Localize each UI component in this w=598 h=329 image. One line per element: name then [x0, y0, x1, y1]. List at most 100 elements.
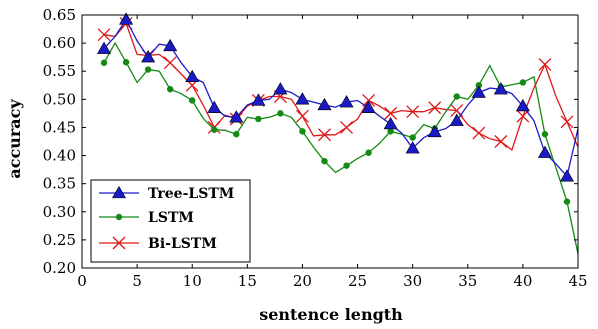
- data-point-lstm: [188, 97, 196, 104]
- y-tick-label: 0.65: [43, 6, 76, 24]
- data-point-bi-lstm: [97, 28, 111, 42]
- y-tick-label: 0.55: [43, 62, 76, 80]
- data-point-tree-lstm: [559, 169, 574, 182]
- data-point-bi-lstm: [163, 56, 177, 70]
- data-point-lstm: [122, 58, 130, 66]
- x-tick-label: 20: [293, 272, 312, 290]
- data-point-tree-lstm: [537, 145, 552, 158]
- axis-ticks: 0 5 10 15 20 25 30 35 40 45 0.20 0.25 0.30 0.35 0.40 0.…: [43, 6, 588, 290]
- data-point-bi-lstm: [428, 101, 442, 115]
- data-point-bi-lstm-stroke-b: [560, 115, 574, 129]
- data-point-lstm: [255, 115, 262, 123]
- data-point-lstm: [453, 93, 461, 100]
- data-point-tree-lstm: [339, 95, 354, 108]
- data-point-tree-lstm: [207, 100, 222, 113]
- data-point-tree-lstm: [185, 69, 200, 83]
- data-point-tree-lstm: [229, 110, 244, 123]
- data-point-tree-lstm: [295, 92, 310, 105]
- data-point-bi-lstm: [384, 106, 398, 120]
- legend-swatches: [99, 185, 139, 250]
- data-point-tree-lstm: [317, 97, 332, 111]
- series-line-tree-lstm: [103, 18, 579, 178]
- data-point-bi-lstm: [538, 58, 552, 71]
- legend-marker-bi-lstm-stroke-b: [112, 236, 126, 250]
- data-point-lstm: [519, 79, 527, 86]
- data-point-lstm: [100, 59, 108, 67]
- data-point-bi-lstm-stroke-b: [295, 109, 309, 123]
- data-point-lstm: [409, 134, 416, 141]
- data-point-bi-lstm-stroke-b: [163, 56, 177, 70]
- x-tick-label: 15: [238, 272, 257, 290]
- y-tick-label: 0.60: [43, 34, 76, 52]
- data-point-tree-lstm: [493, 82, 508, 95]
- data-point-bi-lstm: [494, 135, 508, 148]
- data-point-bi-lstm-stroke-b: [494, 135, 508, 148]
- data-point-lstm: [166, 85, 174, 93]
- data-point-tree-lstm: [405, 141, 420, 154]
- x-tick-label: 0: [77, 272, 87, 290]
- data-point-bi-lstm-stroke-b: [406, 105, 420, 119]
- data-point-lstm: [321, 157, 328, 165]
- x-tick-label: 5: [132, 272, 142, 290]
- legend-label-tree-lstm: Tree-LSTM: [148, 186, 234, 202]
- data-point-bi-lstm-stroke-b: [428, 101, 442, 115]
- data-point-bi-lstm-stroke-b: [450, 104, 464, 118]
- x-tick-label: 25: [348, 272, 367, 290]
- legend-marker-bi-lstm: [112, 236, 126, 250]
- series-bi-lstm: [97, 16, 579, 151]
- data-point-tree-lstm: [515, 98, 530, 112]
- data-point-lstm: [387, 128, 394, 135]
- series-line-bi-lstm: [103, 22, 579, 151]
- series-tree-lstm: [97, 12, 579, 182]
- data-point-tree-lstm: [163, 38, 178, 52]
- data-point-tree-lstm: [273, 82, 288, 95]
- data-point-lstm: [211, 126, 218, 133]
- data-point-tree-lstm: [119, 12, 134, 25]
- data-point-bi-lstm-stroke-b: [318, 128, 331, 142]
- data-point-tree-lstm: [449, 113, 464, 126]
- plot-frame: [81, 14, 579, 269]
- data-point-lstm: [144, 66, 152, 73]
- data-point-tree-lstm: [251, 93, 266, 106]
- legend-marker-lstm: [115, 213, 123, 221]
- legend-label-bi-lstm: Bi-LSTM: [148, 236, 217, 252]
- series-line-lstm: [103, 41, 579, 255]
- data-point-bi-lstm: [295, 109, 309, 123]
- legend-marker-tree-lstm: [111, 185, 127, 199]
- data-point-bi-lstm-stroke-b: [384, 106, 398, 120]
- data-point-tree-lstm: [471, 85, 486, 98]
- legend-label-lstm: LSTM: [148, 210, 194, 226]
- data-point-bi-lstm: [560, 115, 574, 129]
- data-point-tree-lstm: [383, 116, 398, 130]
- data-point-bi-lstm-stroke-b: [538, 58, 552, 71]
- data-point-lstm: [299, 128, 306, 135]
- data-point-lstm: [277, 110, 284, 117]
- x-axis-title: sentence length: [259, 305, 403, 324]
- data-point-bi-lstm-stroke-b: [472, 126, 486, 140]
- data-point-lstm: [563, 198, 571, 205]
- y-tick-label: 0.50: [43, 90, 76, 108]
- y-axis-title: accuracy: [5, 99, 24, 179]
- y-tick-label: 0.30: [43, 203, 76, 221]
- x-tick-label: 35: [458, 272, 477, 290]
- data-point-bi-lstm: [472, 126, 486, 140]
- data-point-tree-lstm: [361, 100, 376, 113]
- data-point-bi-lstm-stroke-b: [340, 120, 353, 134]
- data-point-bi-lstm: [318, 128, 331, 142]
- data-point-tree-lstm: [427, 124, 442, 138]
- y-tick-label: 0.20: [43, 259, 76, 277]
- y-tick-label: 0.40: [43, 147, 76, 165]
- data-point-tree-lstm: [141, 50, 156, 63]
- data-point-tree-lstm: [97, 41, 112, 54]
- y-tick-label: 0.45: [43, 118, 76, 136]
- data-point-lstm: [541, 130, 549, 138]
- x-tick-label: 10: [183, 272, 202, 290]
- data-point-bi-lstm: [340, 120, 353, 134]
- x-tick-label: 30: [403, 272, 422, 290]
- data-point-bi-lstm: [406, 105, 420, 119]
- series-lstm: [100, 41, 579, 255]
- series-layer: [97, 12, 579, 255]
- y-tick-label: 0.35: [43, 175, 76, 193]
- data-point-lstm: [365, 149, 372, 156]
- legend: Tree-LSTM LSTM Bi-LSTM: [90, 179, 251, 263]
